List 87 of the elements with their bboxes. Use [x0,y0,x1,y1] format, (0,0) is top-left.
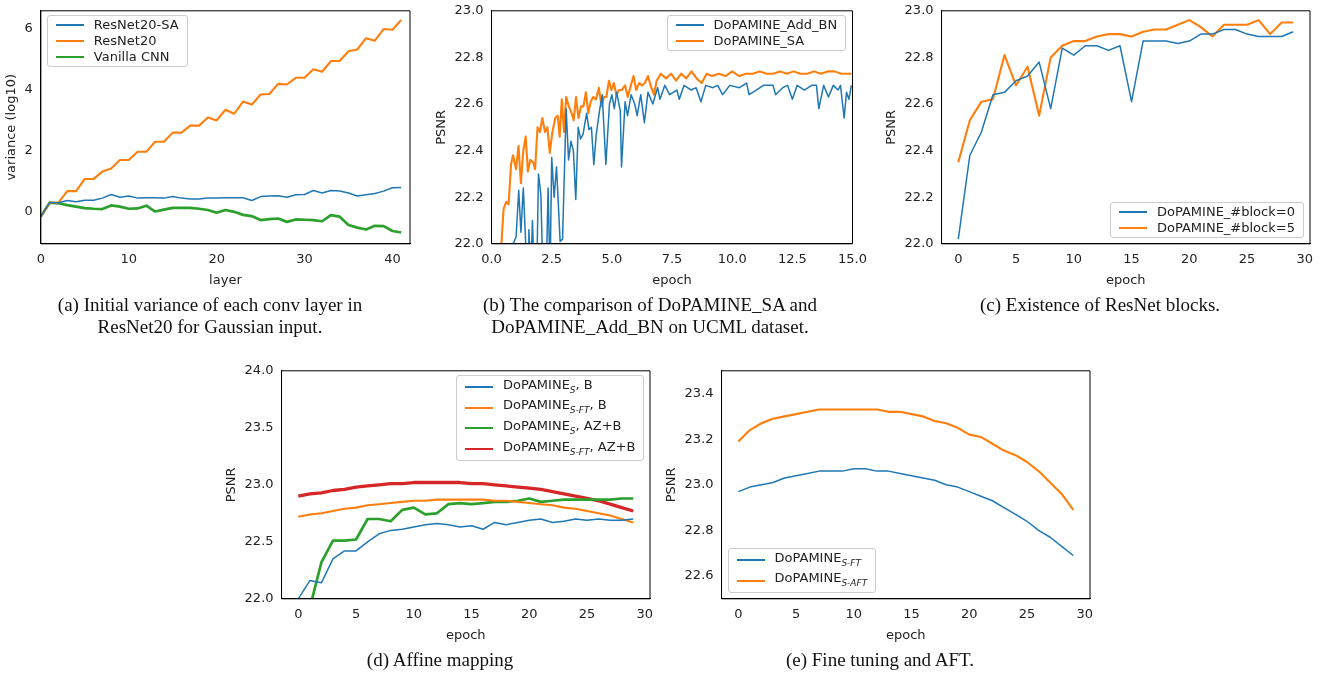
x-tick-label: 0 [734,605,743,621]
x-tick-label: 5 [351,605,361,621]
legend-label: DoPAMINE$_{S-FT}$ [774,549,862,570]
x-tick-label: 20 [208,250,225,266]
x-tick-label: 20 [521,605,538,621]
y-tick-label: 22.4 [904,141,934,157]
y-tick-label: 22.5 [244,533,274,549]
legend-label: DoPAMINE_#block=0 [1157,203,1295,220]
y-tick-label: 0 [24,203,33,219]
legend-label: DoPAMINE$_{S-FT}$, AZ+B [503,438,636,459]
x-tick-label: 0 [36,250,46,266]
x-tick-label: 15 [1123,250,1140,266]
y-tick-label: 22.6 [454,95,484,111]
x-tick-label: 25 [1238,250,1256,266]
x-tick-label: 15 [463,605,480,621]
x-tick-label: 15 [903,605,920,621]
y-axis-title: variance (log10) [3,74,19,181]
x-tick-label: 15.0 [838,250,867,266]
y-tick-label: 22.4 [454,141,484,157]
legend-label: DoPAMINE_Add_BN [713,16,838,33]
y-tick-label: 23.0 [454,2,484,18]
y-tick-label: 23.2 [684,430,714,446]
legend-label: ResNet20-SA [93,16,179,33]
x-tick-label: 10.0 [717,250,747,266]
x-tick-label: 5.0 [601,250,623,266]
legend-label: DoPAMINE$_{S}$, AZ+B [503,417,622,438]
x-tick-label: 30 [296,250,313,266]
x-tick-label: 12.5 [777,250,807,266]
x-tick-label: 2.5 [541,250,563,266]
text: (a) Initial variance of each conv layer in ResNet20 for Gaussian input. [56,294,364,338]
x-tick-label: 25 [1018,605,1036,621]
x-tick-label: 0 [954,250,963,266]
text: (d) Affine mapping [365,649,515,671]
y-tick-label: 22.0 [454,235,484,251]
x-tick-label: 10 [1065,250,1083,266]
y-tick-label: 23.5 [244,419,274,435]
x-tick-label: 30 [636,605,654,621]
y-tick-label: 2 [24,142,33,158]
x-tick-label: 10 [405,605,423,621]
x-axis-title: epoch [1105,271,1146,287]
y-tick-label: 22.2 [454,188,484,204]
y-tick-label: 22.0 [244,590,274,606]
y-tick-label: 22.6 [904,95,934,111]
y-tick-label: 24.0 [244,362,274,378]
x-tick-label: 30 [1076,605,1094,621]
x-tick-label: 25 [578,605,596,621]
x-axis-title: layer [209,271,243,287]
legend-label: DoPAMINE_SA [713,32,805,49]
x-tick-label: 10 [845,605,863,621]
y-tick-label: 23.0 [684,476,714,492]
x-axis-title: epoch [885,626,926,642]
y-tick-label: 4 [24,81,33,97]
y-tick-label: 22.0 [904,235,934,251]
x-tick-label: 7.5 [661,250,683,266]
legend-label: ResNet20 [93,32,157,49]
y-tick-label: 23.4 [684,384,714,400]
y-tick-label: 6 [24,20,33,36]
x-tick-label: 5 [1011,250,1021,266]
x-tick-label: 0.0 [481,250,502,266]
y-axis-title: PSNR [433,109,449,145]
text: (c) Existence of ResNet blocks. [978,294,1222,316]
legend-label: Vanilla CNN [93,48,170,65]
y-tick-label: 22.2 [904,188,934,204]
x-tick-label: 10 [120,250,138,266]
x-axis-title: epoch [445,626,486,642]
x-tick-label: 20 [961,605,978,621]
y-tick-label: 23.0 [904,2,934,18]
x-axis-title: epoch [652,271,692,287]
x-tick-label: 40 [384,250,401,266]
x-tick-label: 5 [791,605,801,621]
x-tick-label: 30 [1296,250,1314,266]
y-tick-label: 23.0 [244,476,274,492]
text: (b) The comparison of DoPAMINE_SA and DoPAMINE_Add_BN on UCML dataset. [481,294,819,338]
y-tick-label: 22.6 [684,567,714,583]
y-tick-label: 22.8 [684,521,714,537]
y-axis-title: PSNR [223,467,239,503]
y-tick-label: 22.8 [454,48,484,64]
y-tick-label: 22.8 [904,48,934,64]
legend-label: DoPAMINE$_{S-FT}$, B [503,397,607,417]
legend-label: DoPAMINE$_{S-AFT}$ [774,570,868,590]
legend-label: DoPAMINE_#block=5 [1157,219,1295,236]
y-axis-title: PSNR [883,109,899,145]
legend-label: DoPAMINE$_{S}$, B [503,376,593,397]
x-tick-label: 0 [294,605,303,621]
x-tick-label: 20 [1181,250,1198,266]
text: (e) Fine tuning and AFT. [784,649,975,671]
y-axis-title: PSNR [663,467,679,503]
